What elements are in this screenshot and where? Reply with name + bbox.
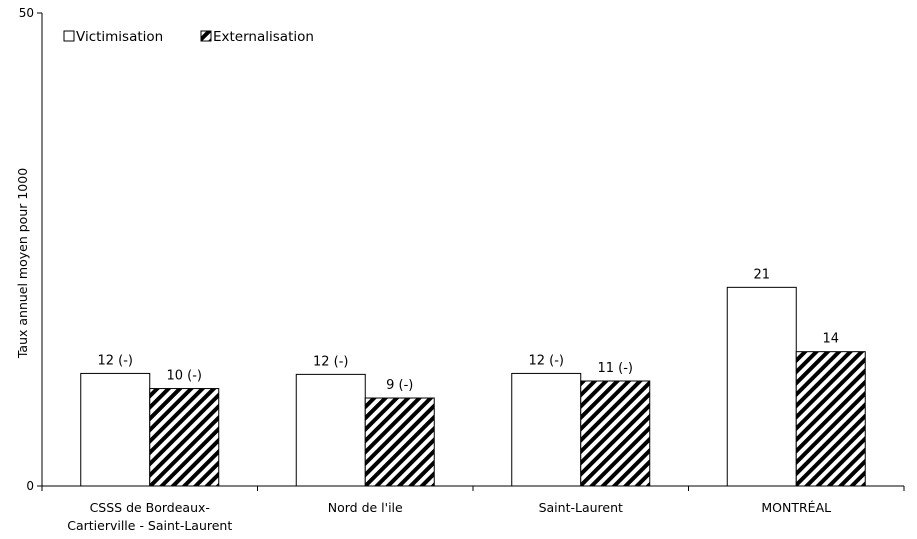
bar-victimisation [726, 286, 797, 487]
bars [80, 286, 866, 487]
bar-victimisation [295, 373, 366, 487]
bar-externalisation [580, 380, 651, 487]
y-tick-label: 0 [26, 479, 34, 493]
data-label: 12 (-) [97, 353, 133, 368]
data-label: 21 [753, 267, 770, 282]
bar-victimisation [80, 372, 151, 487]
category-labels: CSSS de Bordeaux- Cartierville - Saint-La… [67, 500, 831, 533]
category-label: Saint-Laurent [539, 500, 623, 515]
legend: Victimisation Externalisation [63, 29, 314, 45]
y-tick-label: 50 [19, 6, 34, 20]
bar-externalisation [149, 388, 220, 487]
category-label: MONTRÉAL [761, 500, 831, 515]
y-axis-title: Taux annuel moyen pour 1000 [15, 168, 30, 359]
data-label: 9 (-) [386, 378, 413, 393]
data-label: 11 (-) [597, 361, 633, 376]
legend-swatch-externalisation [200, 30, 212, 42]
legend-swatch-victimisation [63, 30, 75, 42]
data-label: 12 (-) [313, 354, 349, 369]
bar-externalisation [364, 397, 435, 487]
category-label: Cartierville - Saint-Laurent [67, 518, 232, 533]
bar-victimisation [511, 372, 582, 487]
legend-entry-victimisation: Victimisation [76, 29, 163, 45]
category-label: Nord de l'ile [328, 500, 403, 515]
data-labels: 12 (-) 10 (-) 12 (-) 9 (-) 12 (-) 11 (-) 21 14 [97, 267, 839, 393]
category-label: CSSS de Bordeaux- [90, 500, 210, 515]
data-label: 10 (-) [166, 369, 202, 384]
bar-externalisation [795, 351, 866, 487]
data-label: 12 (-) [528, 353, 564, 368]
legend-entry-externalisation: Externalisation [213, 29, 314, 45]
data-label: 14 [822, 332, 839, 347]
